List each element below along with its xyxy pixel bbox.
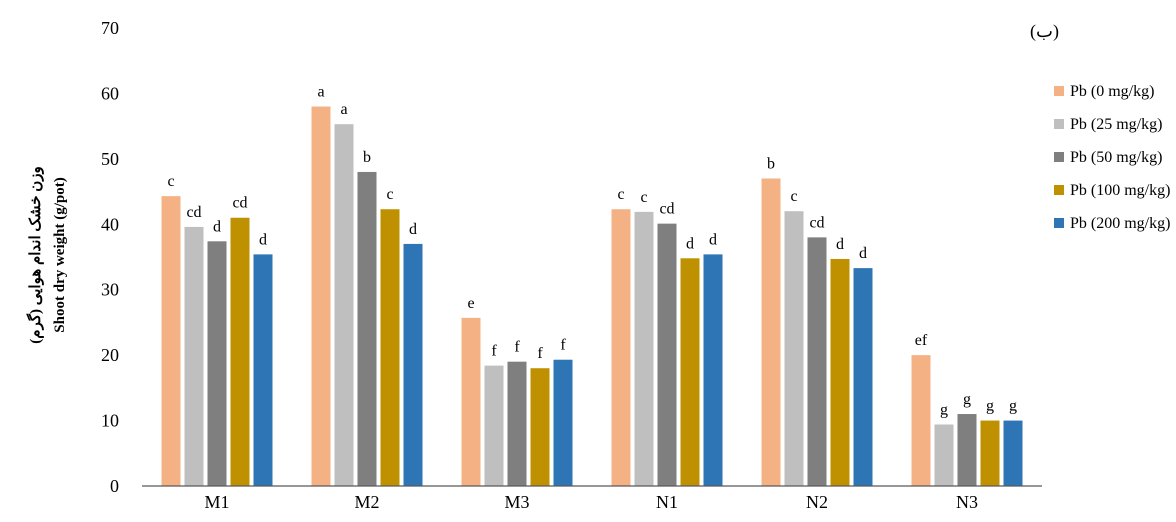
bar-significance-label: c: [640, 189, 647, 206]
bar-series: [161, 106, 1023, 487]
bar-significance-label: f: [537, 345, 543, 362]
bar: [761, 178, 781, 486]
bar-significance-label: c: [386, 186, 393, 203]
bar: [934, 424, 954, 486]
y-axis: 0 10 20 30 40 50 60 70: [101, 18, 119, 496]
y-tick-label: 50: [101, 149, 119, 169]
x-category-label: N1: [656, 492, 678, 512]
bar: [461, 317, 481, 486]
legend-swatch: [1054, 152, 1064, 162]
bar-significance-label: d: [259, 231, 267, 248]
bar-significance-label: b: [363, 149, 371, 166]
x-category-label: N2: [806, 492, 828, 512]
bar: [403, 243, 423, 486]
y-tick-label: 60: [101, 83, 119, 103]
bar: [1003, 420, 1023, 486]
bar-significance-label: b: [767, 155, 775, 172]
bar: [853, 268, 873, 486]
bar: [507, 361, 527, 486]
x-category-label: M3: [504, 492, 529, 512]
bar: [830, 258, 850, 486]
y-tick-label: 20: [101, 345, 119, 365]
bar: [980, 420, 1000, 486]
bar: [957, 414, 977, 486]
y-axis-title: وزن خشک اندام هوایی (گرم) Shoot dry weig…: [26, 166, 68, 343]
legend-swatch: [1054, 119, 1064, 129]
bar-significance-label: e: [467, 295, 474, 312]
y-tick-label: 10: [101, 411, 119, 431]
bar: [530, 368, 550, 486]
bar-significance-label: cd: [232, 195, 247, 212]
x-category-label: M2: [354, 492, 379, 512]
bar: [184, 226, 204, 486]
bar-significance-label: cd: [659, 201, 674, 218]
bar: [230, 217, 250, 486]
bar: [553, 359, 573, 486]
bar-significance-label: cd: [186, 204, 201, 221]
bar-significance-label: d: [836, 236, 844, 253]
y-tick-label: 40: [101, 214, 119, 234]
bar: [680, 258, 700, 486]
bar: [207, 241, 227, 486]
legend-swatch: [1054, 185, 1064, 195]
legend-label: Pb (100 mg/kg): [1070, 182, 1170, 199]
x-category-label: N3: [956, 492, 978, 512]
bar-significance-label: f: [514, 339, 520, 356]
legend-swatch: [1054, 218, 1064, 228]
legend-label: Pb (25 mg/kg): [1070, 116, 1162, 133]
bar-significance-label: a: [340, 101, 347, 118]
bar-significance-label: f: [491, 343, 497, 360]
bar: [911, 355, 931, 486]
bar: [357, 171, 377, 486]
bar-significance-label: d: [409, 221, 417, 238]
legend-label: Pb (200 mg/kg): [1070, 215, 1170, 232]
bar: [334, 124, 354, 487]
bar: [807, 237, 827, 486]
y-tick-label: 70: [101, 18, 119, 38]
bar: [784, 211, 804, 486]
x-axis: M1 M2 M3 N1 N2 N3: [204, 492, 978, 512]
bar: [484, 365, 504, 486]
x-category-label: M1: [204, 492, 229, 512]
y-tick-label: 30: [101, 280, 119, 300]
bar-significance-label: g: [986, 398, 994, 415]
bar-significance-label: g: [1009, 398, 1017, 415]
bar-significance-label: d: [709, 231, 717, 248]
bar: [161, 196, 181, 486]
y-axis-title-persian: وزن خشک اندام هوایی (گرم): [26, 166, 44, 343]
bar-significance-label: ef: [915, 332, 928, 349]
legend-label: Pb (0 mg/kg): [1070, 83, 1154, 100]
bar-significance-label: c: [790, 188, 797, 205]
bar-significance-label: d: [859, 245, 867, 262]
bar: [703, 254, 723, 486]
bar: [380, 209, 400, 487]
bar-significance-label: d: [686, 235, 694, 252]
bar-significance-label: c: [617, 186, 624, 203]
legend-swatch: [1054, 86, 1064, 96]
y-tick-label: 0: [110, 476, 119, 496]
bar-significance-label: c: [167, 173, 174, 190]
bar: [634, 211, 654, 486]
legend-label: Pb (50 mg/kg): [1070, 149, 1162, 166]
bar: [311, 106, 331, 486]
bar-significance-label: g: [963, 391, 971, 408]
bar-significance-label: g: [940, 401, 948, 418]
bar: [657, 223, 677, 487]
legend: Pb (0 mg/kg) Pb (25 mg/kg) Pb (50 mg/kg) Pb…: [1054, 83, 1170, 232]
bar: [253, 254, 273, 486]
bar-significance-label: cd: [809, 214, 824, 231]
panel-label: (ب): [1030, 21, 1059, 42]
bar-significance-label: d: [213, 218, 221, 235]
bar: [611, 209, 631, 487]
bar-significance-label: a: [317, 84, 324, 101]
y-axis-title-english: Shoot dry weight (g/pot): [52, 177, 68, 332]
bar-significance-label: f: [560, 337, 566, 354]
